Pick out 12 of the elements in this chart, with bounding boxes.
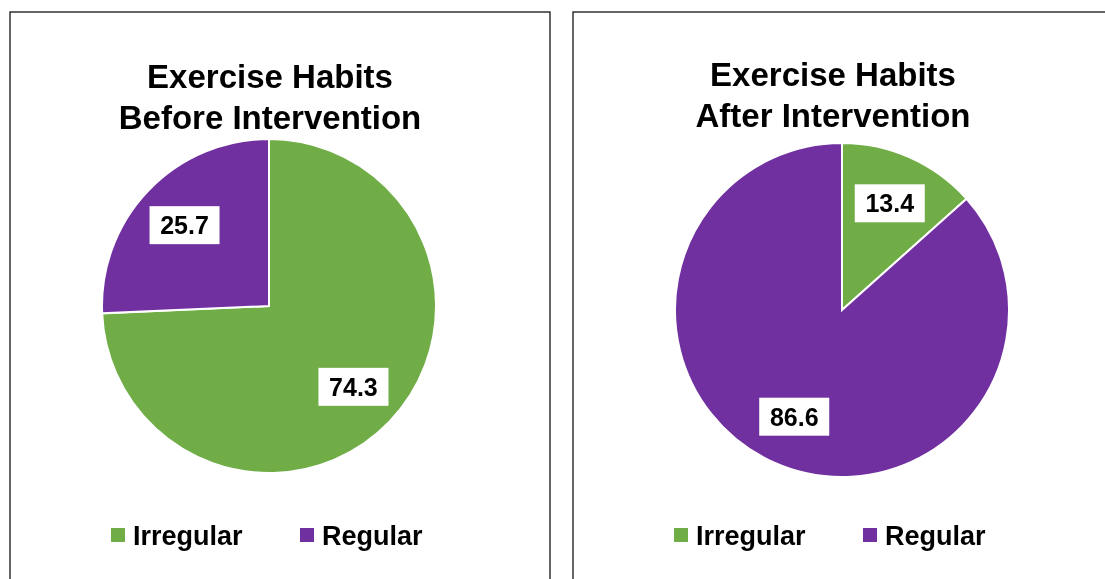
data-label: 25.7 bbox=[160, 211, 209, 240]
data-label: 13.4 bbox=[865, 189, 915, 218]
chart-title: Exercise Habits After Intervention bbox=[695, 56, 971, 134]
legend-label: Regular bbox=[885, 521, 987, 551]
chart-title: Exercise Habits Before Intervention bbox=[118, 58, 422, 136]
pie-slice bbox=[101, 138, 437, 474]
legend-label: Irregular bbox=[133, 521, 244, 551]
legend-label: Irregular bbox=[696, 521, 807, 551]
legend-label: Regular bbox=[322, 521, 424, 551]
pie-slice bbox=[674, 142, 1010, 478]
data-label: 74.3 bbox=[329, 372, 378, 401]
data-label: 86.6 bbox=[769, 402, 819, 431]
